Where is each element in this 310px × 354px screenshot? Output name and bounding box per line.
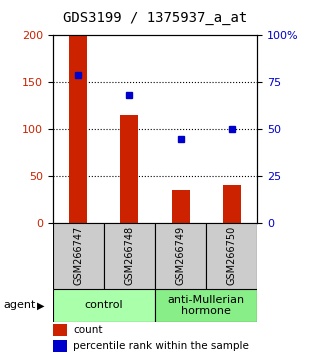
Text: count: count (73, 325, 103, 336)
Text: percentile rank within the sample: percentile rank within the sample (73, 341, 249, 352)
Text: GDS3199 / 1375937_a_at: GDS3199 / 1375937_a_at (63, 11, 247, 25)
Bar (53, 324, 67, 336)
Bar (206, 223, 257, 289)
Text: GSM266749: GSM266749 (175, 226, 186, 285)
Text: agent: agent (3, 300, 35, 310)
Text: GSM266747: GSM266747 (73, 226, 83, 285)
Text: control: control (85, 300, 123, 310)
Bar (53, 223, 104, 289)
Text: GSM266748: GSM266748 (124, 226, 135, 285)
Bar (53, 340, 67, 353)
Bar (69, 35, 87, 223)
Bar (155, 289, 257, 322)
Bar (104, 223, 155, 289)
Bar (121, 115, 138, 223)
Bar (172, 190, 189, 223)
Bar (223, 185, 241, 223)
Text: ▶: ▶ (37, 300, 44, 310)
Bar (155, 223, 206, 289)
Text: GSM266750: GSM266750 (227, 226, 237, 285)
Text: anti-Mullerian
hormone: anti-Mullerian hormone (168, 295, 245, 316)
Bar (53, 289, 155, 322)
